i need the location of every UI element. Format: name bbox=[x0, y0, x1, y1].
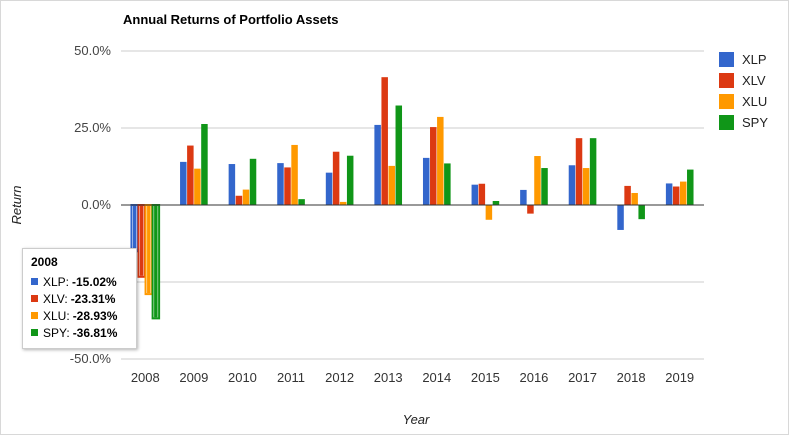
chart-title: Annual Returns of Portfolio Assets bbox=[123, 12, 338, 27]
bar-xlu-2012[interactable] bbox=[339, 201, 347, 205]
bar-spy-2014[interactable] bbox=[444, 163, 451, 205]
bar-spy-2017[interactable] bbox=[589, 138, 597, 205]
bar-xlv-2018[interactable] bbox=[624, 185, 631, 205]
y-tick-label: 50.0% bbox=[74, 43, 111, 58]
x-tick-label: 2017 bbox=[568, 370, 597, 385]
bar-inner-xlv-2008 bbox=[140, 206, 144, 276]
bar-xlp-2017[interactable] bbox=[568, 165, 576, 205]
bar-xlu-2009[interactable] bbox=[194, 168, 201, 205]
bar-xlv-2017[interactable] bbox=[575, 138, 583, 205]
bar-xlp-2014[interactable] bbox=[422, 157, 430, 205]
x-tick-label: 2009 bbox=[179, 370, 208, 385]
x-tick-label: 2013 bbox=[374, 370, 403, 385]
y-tick-label: 25.0% bbox=[74, 120, 111, 135]
axes: 50.0% 25.0% 0.0% -50.0% 2008 2009 2010 2011 2012… bbox=[70, 43, 704, 385]
bar-xlu-2014[interactable] bbox=[437, 116, 444, 205]
bar-spy-2016[interactable] bbox=[541, 168, 548, 205]
bar-xlu-2010[interactable] bbox=[242, 189, 250, 205]
y-tick-label: -50.0% bbox=[70, 351, 112, 366]
legend: XLP XLV XLU SPY bbox=[719, 52, 768, 130]
bar-xlp-2012[interactable] bbox=[325, 172, 333, 205]
bar-spy-2012[interactable] bbox=[346, 155, 354, 205]
bar-spy-2010[interactable] bbox=[249, 158, 257, 205]
bar-xlv-2011[interactable] bbox=[284, 167, 291, 205]
tooltip-row-xlu: XLU: -28.93% bbox=[31, 307, 128, 324]
tooltip-label-xlp: XLP: bbox=[43, 274, 70, 289]
tooltip: 2008 XLP: -15.02% XLV: -23.31% XLU: -28.… bbox=[22, 248, 137, 349]
bar-xlp-2019[interactable] bbox=[665, 183, 673, 205]
legend-swatch-xlv bbox=[719, 73, 734, 88]
legend-label-xlp[interactable]: XLP bbox=[742, 52, 767, 67]
tooltip-swatch-xlu bbox=[31, 312, 38, 319]
bar-xlv-2010[interactable] bbox=[235, 195, 243, 205]
tooltip-swatch-spy bbox=[31, 329, 38, 336]
bars bbox=[130, 77, 694, 320]
x-tick-label: 2019 bbox=[665, 370, 694, 385]
tooltip-value-xlv: -23.31% bbox=[70, 291, 116, 306]
x-tick-label: 2011 bbox=[277, 370, 305, 385]
bar-xlv-2009[interactable] bbox=[187, 145, 194, 205]
bar-xlu-2017[interactable] bbox=[582, 168, 590, 205]
y-axis-label: Return bbox=[9, 185, 24, 224]
tooltip-label-xlu: XLU: bbox=[43, 308, 70, 323]
bar-xlv-2014[interactable] bbox=[430, 127, 437, 205]
bar-spy-2019[interactable] bbox=[687, 169, 694, 205]
bar-xlp-2015[interactable] bbox=[471, 184, 479, 205]
x-tick-label: 2014 bbox=[422, 370, 451, 385]
bar-xlu-2016[interactable] bbox=[534, 156, 541, 205]
tooltip-label-xlv: XLV: bbox=[43, 291, 68, 306]
bar-xlp-2018[interactable] bbox=[617, 205, 624, 230]
x-tick-label: 2008 bbox=[131, 370, 160, 385]
tooltip-value-xlu: -28.93% bbox=[72, 308, 118, 323]
bar-xlu-2019[interactable] bbox=[679, 181, 687, 205]
tooltip-row-xlv: XLV: -23.31% bbox=[31, 290, 128, 307]
x-tick-label: 2015 bbox=[471, 370, 500, 385]
tooltip-value-xlp: -15.02% bbox=[72, 274, 117, 289]
bar-xlp-2011[interactable] bbox=[277, 163, 284, 205]
bar-xlv-2015[interactable] bbox=[478, 183, 486, 205]
legend-swatch-xlp bbox=[719, 52, 734, 67]
y-tick-label: 0.0% bbox=[81, 197, 111, 212]
legend-label-spy[interactable]: SPY bbox=[742, 115, 768, 130]
x-axis-label: Year bbox=[403, 412, 430, 427]
bar-xlp-2010[interactable] bbox=[228, 164, 236, 205]
bar-xlp-2009[interactable] bbox=[180, 161, 187, 205]
tooltip-row-xlp: XLP: -15.02% bbox=[31, 273, 128, 290]
bar-inner-spy-2008 bbox=[154, 206, 158, 318]
bar-xlv-2012[interactable] bbox=[332, 151, 340, 205]
x-tick-label: 2018 bbox=[617, 370, 646, 385]
bar-spy-2011[interactable] bbox=[298, 199, 305, 205]
bar-xlu-2018[interactable] bbox=[631, 192, 638, 205]
bar-xlu-2013[interactable] bbox=[388, 165, 395, 205]
bar-spy-2009[interactable] bbox=[201, 123, 208, 205]
tooltip-value-spy: -36.81% bbox=[72, 325, 118, 340]
tooltip-swatch-xlp bbox=[31, 278, 38, 285]
bar-xlv-2016[interactable] bbox=[527, 205, 534, 214]
bar-xlu-2015[interactable] bbox=[485, 205, 493, 220]
bar-xlv-2013[interactable] bbox=[381, 77, 388, 205]
x-tick-label: 2012 bbox=[325, 370, 354, 385]
legend-label-xlv[interactable]: XLV bbox=[742, 73, 766, 88]
bar-inner-xlp-2008 bbox=[132, 206, 137, 251]
bar-spy-2015[interactable] bbox=[492, 200, 500, 205]
legend-swatch-spy bbox=[719, 115, 734, 130]
bar-spy-2013[interactable] bbox=[395, 105, 403, 205]
tooltip-label-spy: SPY: bbox=[43, 325, 70, 340]
tooltip-swatch-xlv bbox=[31, 295, 38, 302]
bar-inner-xlu-2008 bbox=[147, 206, 151, 294]
x-tick-label: 2016 bbox=[519, 370, 548, 385]
tooltip-row-spy: SPY: -36.81% bbox=[31, 324, 128, 341]
legend-swatch-xlu bbox=[719, 94, 734, 109]
bar-spy-2018[interactable] bbox=[638, 205, 645, 220]
bar-xlp-2013[interactable] bbox=[374, 124, 381, 205]
bar-xlv-2019[interactable] bbox=[672, 186, 680, 205]
bar-xlp-2016[interactable] bbox=[520, 189, 527, 205]
legend-label-xlu[interactable]: XLU bbox=[742, 94, 767, 109]
x-tick-label: 2010 bbox=[228, 370, 257, 385]
tooltip-title: 2008 bbox=[31, 255, 58, 269]
bar-xlu-2011[interactable] bbox=[291, 144, 298, 205]
